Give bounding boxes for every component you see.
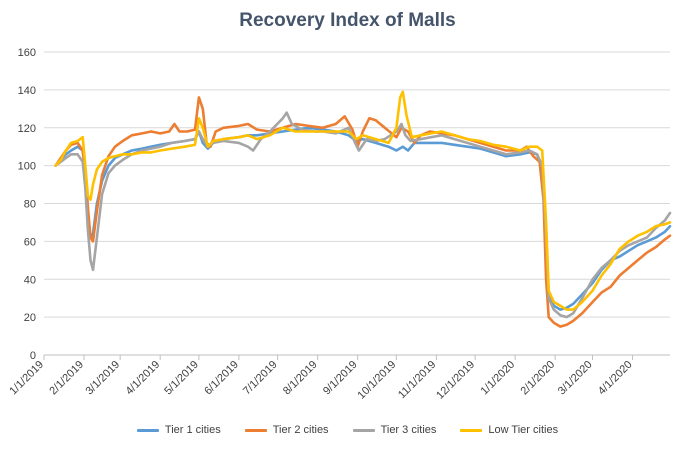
legend-swatch: [244, 428, 267, 432]
legend-label: Tier 2 cities: [272, 424, 329, 436]
legend-label: Tier 1 cities: [164, 424, 221, 436]
legend-item: Tier 3 cities: [352, 421, 437, 439]
legend-swatch: [352, 428, 375, 432]
x-tick-label: 1/1/2020: [478, 359, 517, 398]
y-tick-label: 140: [18, 85, 36, 97]
y-tick-label: 160: [18, 47, 36, 59]
legend-item: Low Tier cities: [460, 421, 558, 439]
chart-title: Recovery Index of Malls: [239, 10, 456, 31]
x-tick-label: 5/1/2019: [162, 359, 201, 398]
series-line-tier-3-cities: [54, 111, 672, 319]
y-tick-label: 80: [24, 199, 36, 211]
series-line-tier-1-cities: [54, 126, 672, 311]
legend-swatch: [136, 428, 159, 432]
x-tick-label: 10/1/2019: [355, 359, 398, 402]
legend-item: Tier 1 cities: [136, 421, 221, 439]
x-tick-label: 3/1/2020: [556, 359, 595, 398]
legend-label: Low Tier cities: [488, 424, 559, 436]
x-tick-label: 1/1/2019: [7, 359, 46, 398]
x-tick-label: 11/1/2019: [396, 359, 439, 402]
x-tick-label: 3/1/2019: [84, 359, 123, 398]
x-tick-label: 6/1/2019: [202, 359, 241, 398]
series-line-low-tier-cities: [54, 90, 672, 311]
x-tick-label: 8/1/2019: [281, 359, 320, 398]
x-tick-label: 12/1/2019: [434, 359, 477, 402]
y-tick-label: 20: [24, 312, 36, 324]
y-tick-label: 100: [18, 161, 36, 173]
x-tick-label: 9/1/2019: [321, 359, 360, 398]
legend-label: Tier 3 cities: [380, 424, 437, 436]
y-tick-label: 40: [24, 274, 36, 286]
x-tick-label: 4/1/2019: [124, 359, 163, 398]
chart-legend: Tier 1 cities Tier 2 cities Tier 3 cities L…: [0, 421, 695, 439]
series-line-tier-2-cities: [54, 96, 672, 328]
x-tick-label: 4/1/2020: [596, 359, 635, 398]
y-tick-label: 60: [24, 236, 36, 248]
y-tick-label: 120: [18, 123, 36, 135]
x-tick-label: 2/1/2019: [47, 359, 86, 398]
legend-swatch: [460, 428, 483, 432]
legend-item: Tier 2 cities: [244, 421, 329, 439]
y-tick-label: 0: [30, 350, 36, 362]
x-tick-label: 7/1/2019: [241, 359, 280, 398]
x-tick-label: 2/1/2020: [518, 359, 557, 398]
